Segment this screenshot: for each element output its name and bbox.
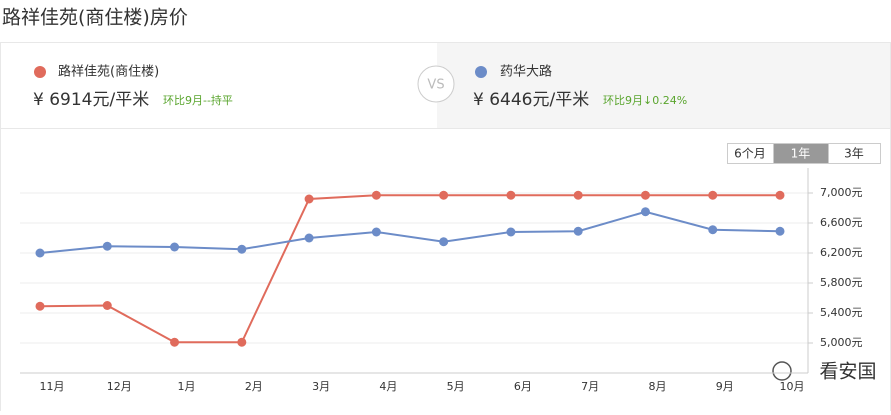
right-card <box>437 43 890 128</box>
vs-circle <box>417 65 455 103</box>
y-tick-label: 6,200元 <box>820 246 863 259</box>
point <box>237 244 247 254</box>
tab[interactable] <box>828 143 881 164</box>
x-tick-label: 10月 <box>780 380 805 393</box>
point <box>237 337 247 347</box>
x-tick-label: 12月 <box>107 380 132 393</box>
price: ¥ 6914元/平米 <box>33 90 149 110</box>
point <box>170 242 180 252</box>
point <box>573 190 583 200</box>
y-tick-label: 5,000元 <box>820 336 863 349</box>
point <box>439 190 449 200</box>
point <box>775 226 785 236</box>
y-tick-label: 5,400元 <box>820 306 863 319</box>
point <box>35 301 45 311</box>
x-tick-label: 4月 <box>379 380 397 393</box>
vs: VS <box>427 78 444 93</box>
watermark-icon <box>772 361 792 381</box>
change: 环比9月--持平 <box>163 93 233 107</box>
x-tick-label: 5月 <box>447 380 465 393</box>
legend-dot <box>475 66 487 78</box>
page-title: 路祥佳苑(商住楼)房价 <box>2 7 188 29</box>
point <box>439 237 449 247</box>
point <box>102 301 112 310</box>
x-tick-label: 1月 <box>178 380 196 393</box>
x-tick-label: 11月 <box>40 380 65 393</box>
series-line <box>39 210 781 254</box>
legend-dot <box>34 66 46 78</box>
point <box>573 226 583 236</box>
x-tick-label: 9月 <box>716 380 734 393</box>
tab-label[interactable]: 1年 <box>791 147 811 161</box>
point <box>775 190 785 200</box>
point <box>35 248 45 258</box>
point <box>371 190 381 200</box>
y-tick-label: 6,600元 <box>820 216 863 229</box>
x-tick-label: 7月 <box>581 380 599 393</box>
point <box>170 337 180 347</box>
point <box>506 190 516 200</box>
x-tick-label: 2月 <box>245 380 263 393</box>
tab-label[interactable]: 6个月 <box>734 147 766 161</box>
x-tick-label: 3月 <box>312 380 330 393</box>
legend-name: 药华大路 <box>500 64 552 80</box>
point <box>640 207 650 217</box>
watermark: 看安国 <box>819 361 876 383</box>
y-tick-label: 7,000元 <box>820 186 863 199</box>
tab-label[interactable]: 3年 <box>844 147 864 161</box>
point <box>640 190 650 200</box>
change: 环比9月↓0.24% <box>603 94 687 107</box>
series-line <box>39 194 780 344</box>
point <box>371 227 381 237</box>
legend-name: 路祥佳苑(商住楼) <box>58 64 159 80</box>
point <box>506 227 516 237</box>
y-tick-label: 5,800元 <box>820 276 863 289</box>
point <box>102 241 112 251</box>
point <box>304 233 314 243</box>
point <box>708 225 718 235</box>
point <box>304 194 314 204</box>
x-tick-label: 8月 <box>648 380 666 393</box>
point <box>708 190 718 200</box>
x-tick-label: 6月 <box>514 380 532 393</box>
price: ¥ 6446元/平米 <box>473 90 589 110</box>
